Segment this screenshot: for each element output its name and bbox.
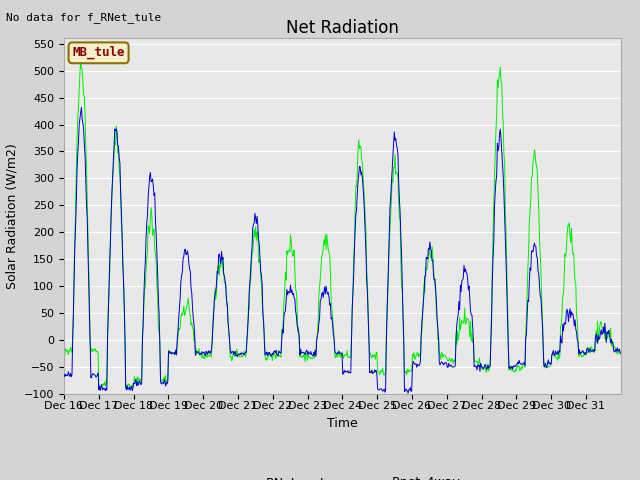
Legend: RNet_wat, Rnet_4way: RNet_wat, Rnet_4way: [220, 471, 465, 480]
RNet_wat: [404, 390, 412, 396]
Rnet_4way: [127, 386, 135, 392]
RNet_wat: [228, 349, 236, 355]
Y-axis label: Solar Radiation (W/m2): Solar Radiation (W/m2): [5, 143, 19, 289]
RNet_wat: [277, 350, 285, 356]
RNet_wat: [433, 299, 440, 305]
Rnet_4way: [257, 273, 264, 278]
Rnet_4way: [126, 383, 134, 389]
RNet_wat: [617, 350, 625, 356]
Rnet_4way: [433, 311, 440, 316]
RNet_wat: [256, 255, 264, 261]
Rnet_4way: [60, 344, 68, 350]
Line: Rnet_4way: Rnet_4way: [64, 61, 621, 389]
RNet_wat: [401, 389, 408, 395]
Rnet_4way: [77, 59, 84, 64]
RNet_wat: [60, 372, 68, 377]
Title: Net Radiation: Net Radiation: [286, 19, 399, 37]
Text: MB_tule: MB_tule: [72, 46, 125, 60]
RNet_wat: [126, 387, 134, 393]
Line: RNet_wat: RNet_wat: [64, 108, 621, 393]
Rnet_4way: [278, 326, 285, 332]
Rnet_4way: [401, 370, 409, 375]
X-axis label: Time: Time: [327, 417, 358, 430]
Rnet_4way: [229, 350, 237, 356]
Rnet_4way: [617, 351, 625, 357]
Text: No data for f_RNet_tule: No data for f_RNet_tule: [6, 12, 162, 23]
RNet_wat: [77, 105, 85, 110]
